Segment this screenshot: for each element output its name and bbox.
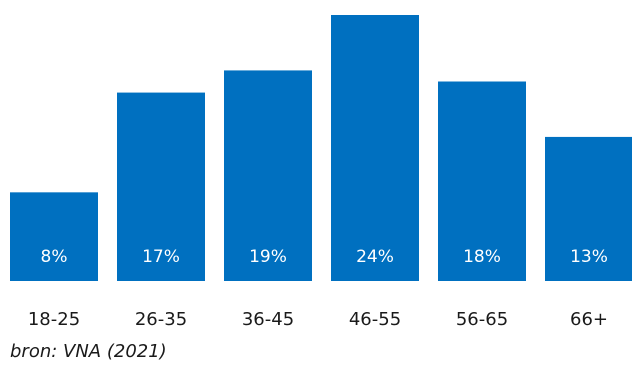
bar-value-labels: 8% 17% 19% 24% 18% 13% xyxy=(41,247,608,267)
bar-66+ xyxy=(545,136,632,281)
x-tick-label: 56-65 xyxy=(456,309,508,330)
bar-value-label: 17% xyxy=(142,247,180,267)
bar-56-65 xyxy=(438,81,526,281)
bar-46-55 xyxy=(331,15,419,281)
x-axis-tick-labels: 18-25 26-35 36-45 46-55 56-65 66+ xyxy=(28,309,608,330)
x-tick-label: 26-35 xyxy=(135,309,187,330)
x-tick-label: 46-55 xyxy=(349,309,401,330)
bar-value-label: 8% xyxy=(41,247,68,267)
bar-value-label: 18% xyxy=(463,247,501,267)
bar-36-45 xyxy=(224,70,312,282)
bar-26-35 xyxy=(117,92,205,281)
bar-value-label: 13% xyxy=(570,247,608,267)
source-note: bron: VNA (2021) xyxy=(10,341,167,362)
x-tick-label: 18-25 xyxy=(28,309,80,330)
bar-group xyxy=(10,15,632,282)
x-tick-label: 66+ xyxy=(570,309,608,330)
bar-value-label: 24% xyxy=(356,247,394,267)
bar-value-label: 19% xyxy=(249,247,287,267)
x-tick-label: 36-45 xyxy=(242,309,294,330)
bar-18-25 xyxy=(10,192,98,281)
